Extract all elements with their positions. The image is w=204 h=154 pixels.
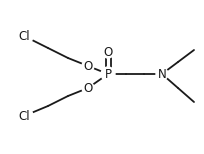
Text: O: O: [83, 59, 93, 73]
Text: O: O: [83, 81, 93, 95]
Circle shape: [101, 67, 115, 81]
Text: Cl: Cl: [18, 109, 30, 122]
Circle shape: [15, 107, 33, 125]
Circle shape: [82, 82, 94, 94]
Text: Cl: Cl: [18, 30, 30, 43]
Circle shape: [102, 46, 114, 58]
Circle shape: [82, 60, 94, 72]
Text: P: P: [104, 67, 112, 81]
Text: N: N: [158, 67, 166, 81]
Circle shape: [156, 68, 168, 80]
Circle shape: [15, 27, 33, 45]
Text: O: O: [103, 45, 113, 59]
